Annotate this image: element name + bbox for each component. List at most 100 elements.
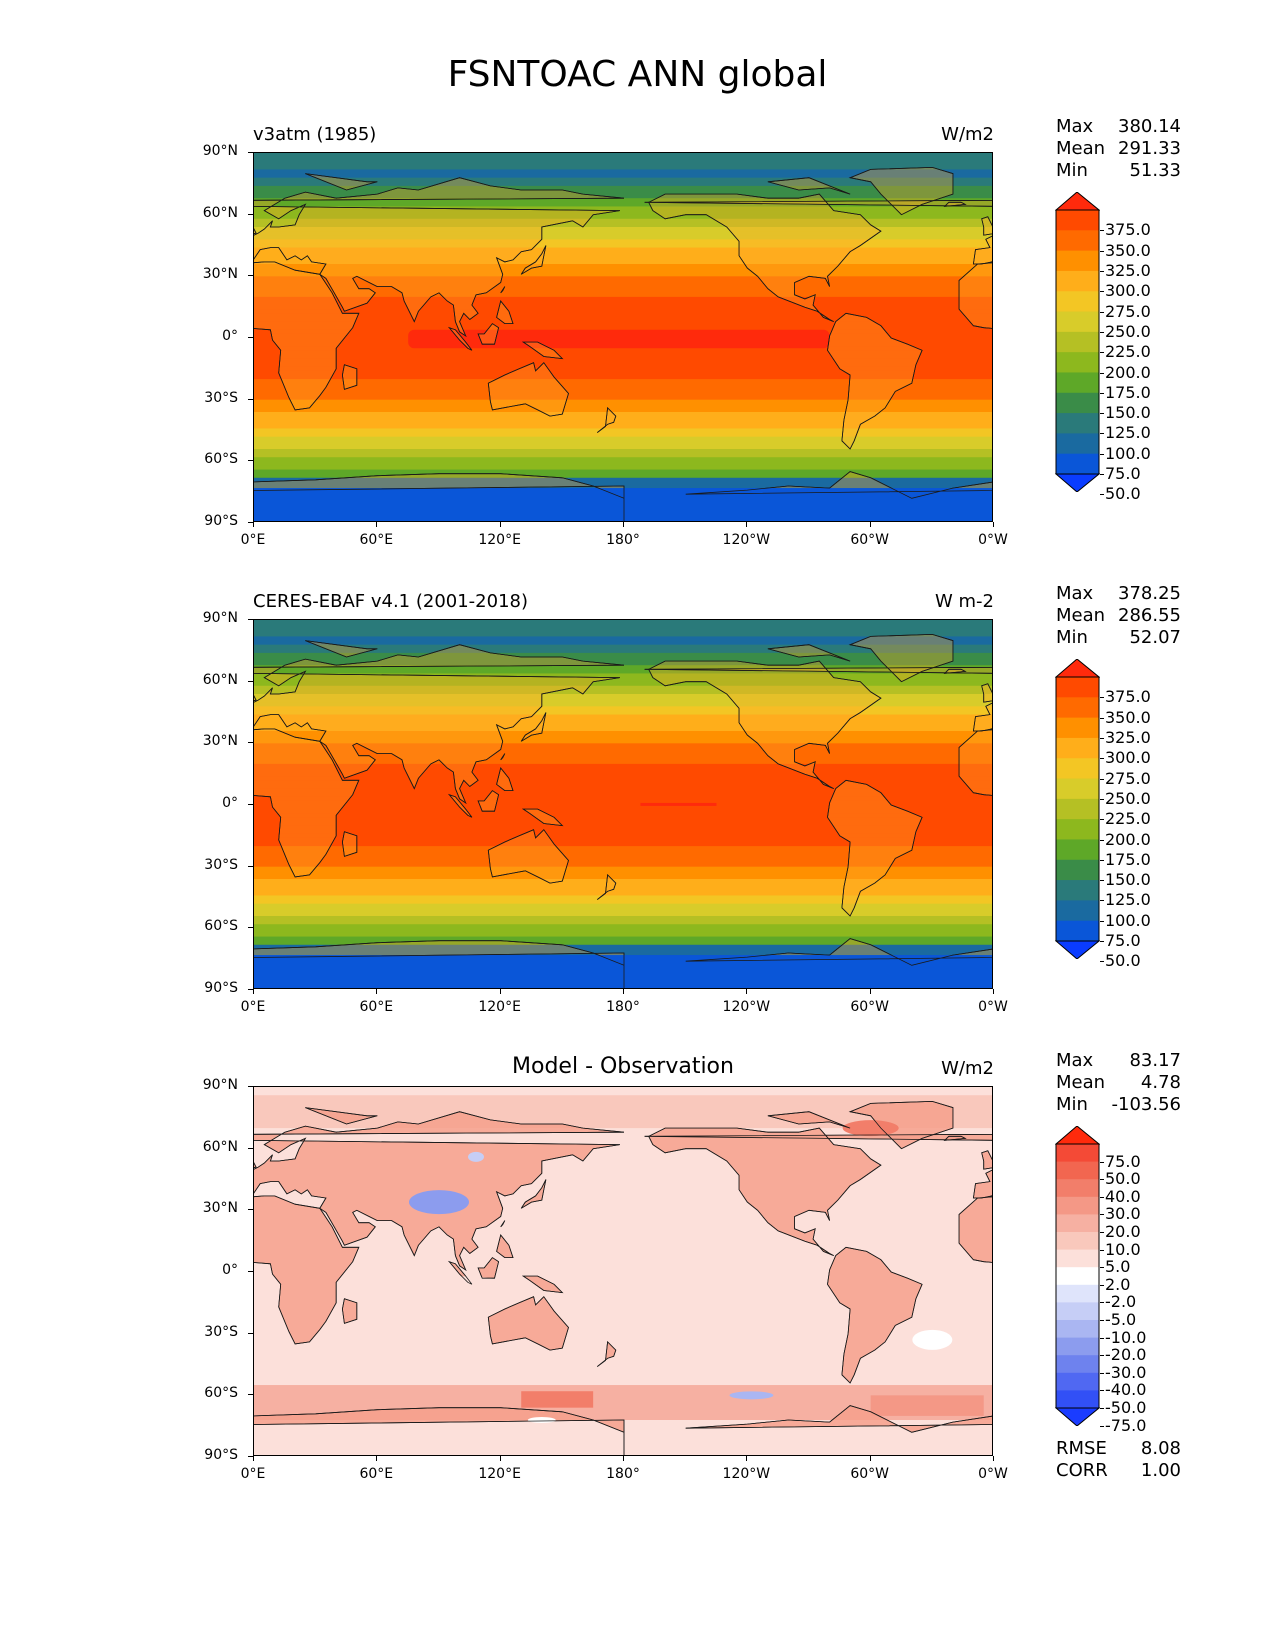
coastline	[520, 245, 547, 275]
lat-band	[254, 391, 992, 397]
lat-band	[254, 632, 992, 638]
lat-band	[254, 436, 992, 442]
lat-tick	[248, 213, 253, 215]
colorbar-tick-label: 375.0	[1105, 220, 1151, 240]
colorbar-swatch	[1056, 270, 1099, 292]
lat-band	[254, 829, 992, 835]
colorbar-tick	[1100, 778, 1104, 780]
colorbar-swatch	[1056, 1337, 1099, 1356]
coastline	[487, 829, 569, 884]
diff-neutral	[912, 1329, 953, 1350]
lat-tick-label: 90°S	[204, 1447, 238, 1463]
rmse-corr-box: RMSE 8.08 CORR 1.00	[1056, 1438, 1181, 1482]
lat-tick	[248, 460, 253, 462]
colorbar-tick	[1100, 1196, 1104, 1198]
colorbar-tick	[1100, 392, 1104, 394]
lat-tick	[248, 1086, 253, 1087]
lat-band	[254, 928, 992, 934]
colorbar-tick	[1100, 1390, 1104, 1392]
lat-band	[254, 759, 992, 765]
lat-band	[254, 858, 992, 864]
coastline	[827, 1246, 923, 1384]
colorbar-swatch	[1056, 1320, 1099, 1339]
coastline	[848, 166, 954, 216]
map-difference[interactable]	[253, 1086, 993, 1456]
coastline	[254, 728, 360, 878]
lon-tick	[993, 1456, 994, 1461]
coastline	[597, 1341, 617, 1367]
colorbar-swatch	[1056, 1161, 1099, 1180]
max-value: 83.17	[1129, 1050, 1181, 1071]
colorbar-tick	[1100, 920, 1104, 922]
colorbar-swatch	[1056, 1372, 1099, 1391]
mean-label: Mean	[1056, 138, 1106, 159]
colorbar-swatch	[1056, 392, 1099, 414]
lon-tick-label: 0°E	[240, 999, 266, 1015]
lon-tick-label: 180°	[606, 1466, 640, 1482]
lat-band	[254, 648, 992, 654]
coastline	[496, 767, 514, 791]
lat-band	[254, 272, 992, 277]
lat-band	[254, 243, 992, 249]
coastline	[648, 1127, 882, 1256]
colorbar-tick	[1100, 1232, 1104, 1233]
min-value: 52.07	[1129, 627, 1181, 648]
lat-band	[254, 854, 992, 860]
coastline	[981, 683, 992, 703]
lat-tick-label: 30°N	[202, 1200, 238, 1217]
corr-label: CORR	[1056, 1460, 1108, 1481]
lat-band	[254, 689, 992, 695]
lat-band	[254, 362, 992, 368]
coastline	[685, 471, 992, 499]
colorbar-swatch	[1056, 819, 1099, 840]
map-observation[interactable]	[253, 619, 993, 989]
mean-value: 4.78	[1140, 1072, 1181, 1093]
lat-tick-label: 60°N	[202, 204, 238, 221]
lon-tick	[746, 1456, 748, 1461]
lat-band	[254, 800, 992, 806]
coastline	[685, 938, 992, 966]
colorbar-swatch	[1056, 1196, 1099, 1215]
coastline	[767, 177, 851, 195]
lat-band	[254, 432, 992, 438]
coastline	[448, 1260, 473, 1285]
colorbar-extend-bottom	[1054, 1407, 1101, 1427]
lat-band	[254, 874, 992, 880]
lat-tick-label: 90°N	[202, 1077, 238, 1093]
coastline	[827, 779, 923, 917]
mean-value: 286.55	[1118, 605, 1181, 626]
colorbar-tick-label: 10.0	[1105, 1239, 1141, 1259]
units-label: W/m2	[941, 1058, 994, 1079]
colorbar-extend-top	[1054, 1125, 1101, 1145]
lat-band	[254, 673, 992, 679]
lat-band	[254, 481, 992, 487]
lat-band	[254, 399, 992, 405]
lat-band	[254, 202, 992, 208]
lon-tick	[746, 989, 748, 994]
rmse-label: RMSE	[1056, 1438, 1107, 1459]
lat-tick-label: 30°S	[204, 856, 238, 873]
lat-tick	[248, 152, 253, 153]
panel-model: v3atm (1985) W/m2 Max 380.14 Mean 291.33 M…	[0, 116, 1275, 600]
lat-tick-label: 90°S	[204, 980, 238, 996]
colorbar-tick	[1100, 758, 1104, 760]
lat-band	[254, 718, 992, 724]
lat-band	[254, 944, 992, 950]
colorbar-tick-label: 100.0	[1105, 443, 1151, 463]
panel-label: Model - Observation	[512, 1054, 734, 1079]
map-model[interactable]	[253, 152, 993, 522]
lat-band	[254, 292, 992, 298]
lat-band	[254, 657, 992, 662]
lon-tick-label: 120°E	[478, 1466, 521, 1482]
lat-tick	[248, 275, 253, 277]
colorbar-tick-label: 75.0	[1105, 464, 1141, 483]
colorbar-swatch	[1056, 1284, 1099, 1303]
lat-band	[254, 924, 992, 929]
colorbar-tick-label: 175.0	[1105, 382, 1151, 402]
colorbar-tick-label: 225.0	[1105, 809, 1151, 829]
coastline	[341, 831, 358, 857]
panel-label: CERES-EBAF v4.1 (2001-2018)	[253, 591, 529, 612]
lat-band	[254, 899, 992, 905]
lat-band	[254, 301, 992, 306]
colorbar-extend-top	[1054, 191, 1101, 211]
